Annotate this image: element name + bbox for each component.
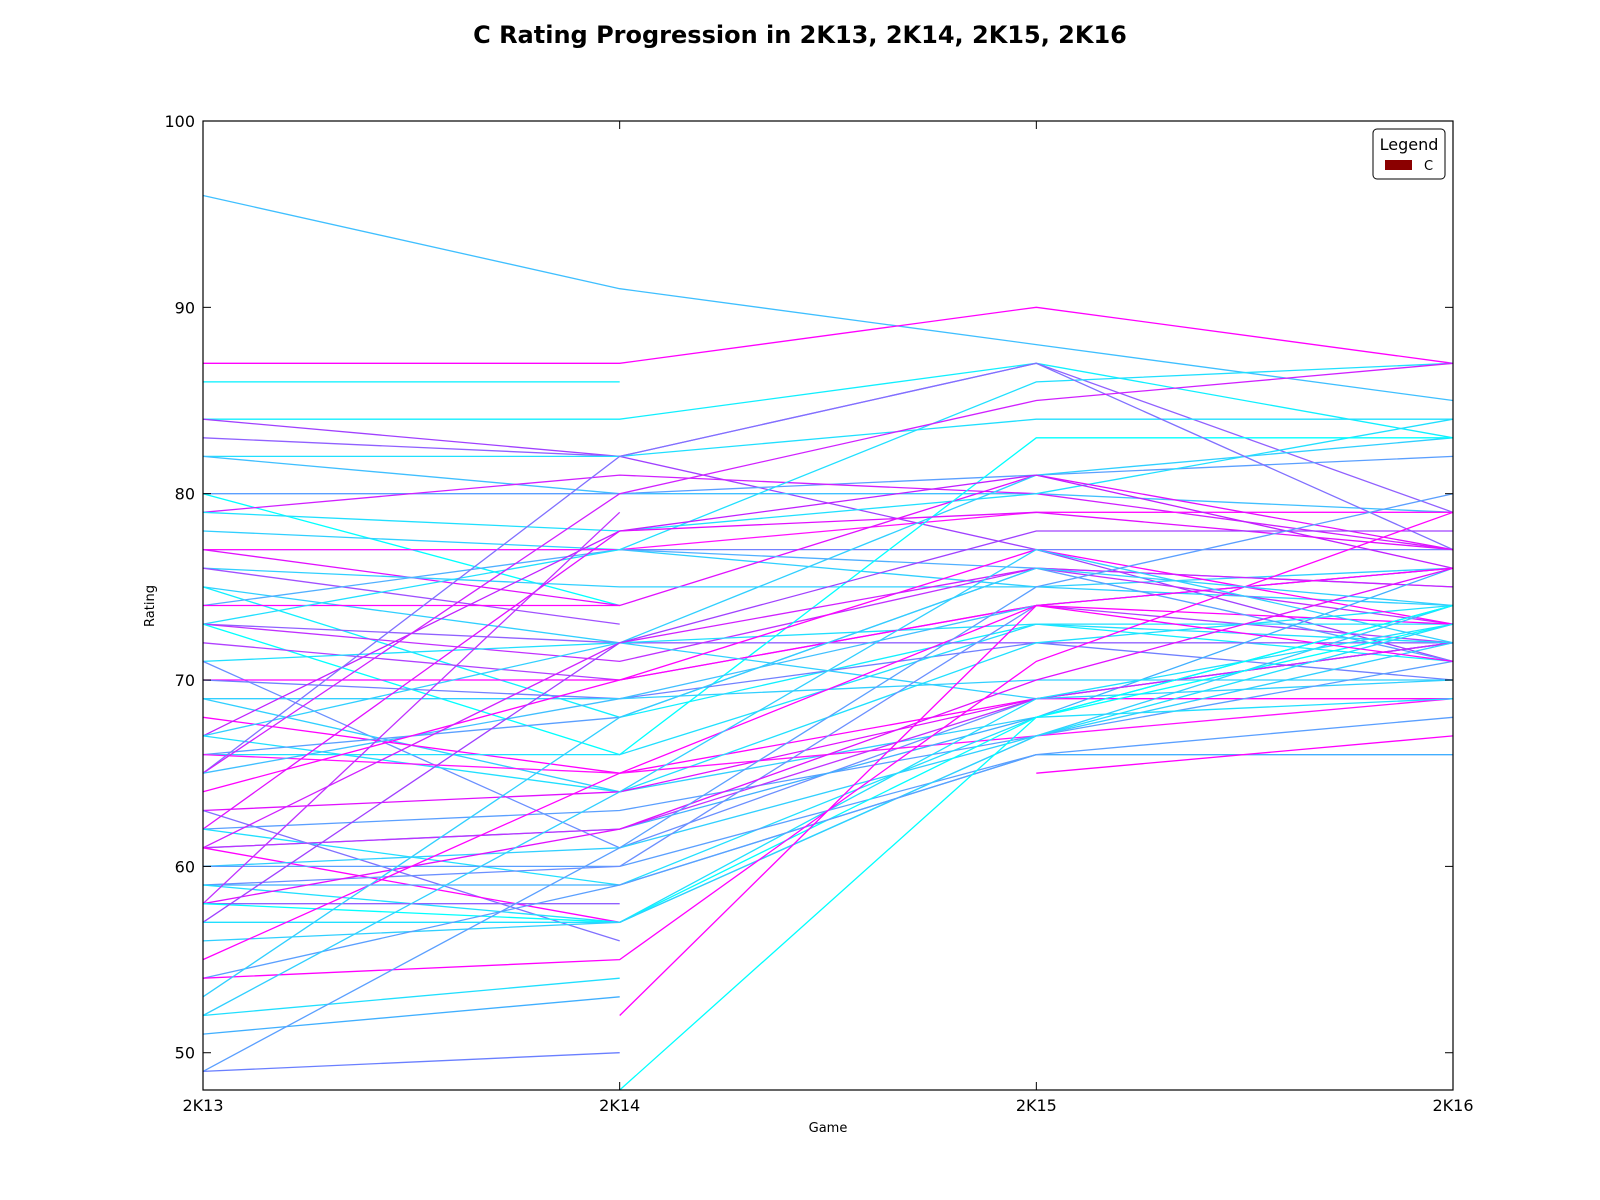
series-line-42 [202, 362, 1454, 774]
series-line-41 [202, 362, 1454, 774]
y-tick-label: 50 [175, 1044, 195, 1063]
series-line-50 [202, 567, 1454, 849]
series-line-4 [203, 362, 1454, 439]
x-tick-label: 2K13 [182, 1096, 223, 1115]
series-line-1 [202, 194, 1454, 402]
y-tick-label: 70 [175, 671, 195, 690]
series-line-8 [202, 455, 1454, 513]
series-line-76 [619, 604, 1454, 1091]
series-line-7 [203, 418, 1453, 458]
x-axis-label: Game [809, 1121, 848, 1136]
x-axis-ticks: 2K13 2K14 2K15 2K16 [182, 121, 1474, 1115]
series-line-74 [202, 1052, 620, 1073]
y-tick-label: 60 [175, 857, 195, 876]
series-line-18 [202, 567, 620, 625]
series-line-73 [202, 493, 1454, 1072]
chart-title: C Rating Progression in 2K13, 2K14, 2K15… [473, 21, 1127, 49]
y-tick-label: 90 [175, 298, 195, 317]
series-line-70 [202, 548, 1454, 1017]
series-line-69 [202, 567, 1454, 998]
y-tick-label: 80 [175, 485, 195, 504]
legend: Legend C [1372, 128, 1446, 180]
series-line-2 [203, 306, 1454, 364]
series-line-23 [202, 362, 1454, 625]
series-line-51 [202, 567, 1454, 849]
legend-entry-label: C [1424, 159, 1433, 174]
legend-title: Legend [1380, 135, 1439, 154]
series-line-63 [202, 530, 1453, 923]
series-line-72 [202, 996, 620, 1035]
series-line-16 [202, 474, 1454, 607]
x-tick-label: 2K14 [599, 1096, 640, 1115]
series-line-75 [619, 604, 1454, 1016]
series-lines [202, 194, 1454, 1091]
series-line-71 [202, 977, 620, 1017]
series-line-77 [1036, 735, 1454, 774]
x-tick-label: 2K15 [1016, 1096, 1057, 1115]
series-line-9 [203, 455, 1454, 495]
y-tick-label: 100 [164, 112, 195, 131]
plot-frame [202, 120, 1454, 1091]
series-line-67 [202, 716, 1454, 979]
series-line-59 [202, 511, 621, 905]
legend-swatch-c [1385, 160, 1412, 170]
y-axis-label: Rating [143, 585, 158, 627]
y-axis-ticks: 50 60 70 80 90 100 [164, 112, 1453, 1063]
x-tick-label: 2K16 [1432, 1096, 1473, 1115]
